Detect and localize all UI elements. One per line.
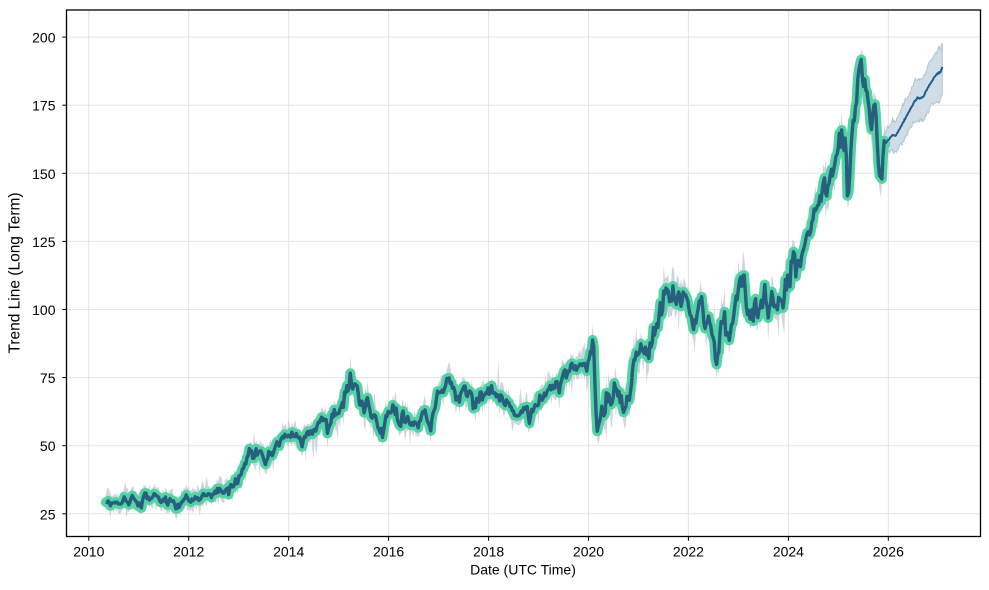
svg-text:150: 150 xyxy=(32,166,56,182)
svg-text:75: 75 xyxy=(40,370,56,386)
svg-text:Date (UTC Time): Date (UTC Time) xyxy=(470,562,576,578)
svg-text:2014: 2014 xyxy=(273,544,304,560)
svg-text:2022: 2022 xyxy=(673,544,704,560)
svg-text:2024: 2024 xyxy=(773,544,804,560)
svg-text:2012: 2012 xyxy=(173,544,204,560)
svg-text:2026: 2026 xyxy=(873,544,904,560)
svg-text:2010: 2010 xyxy=(73,544,104,560)
svg-text:125: 125 xyxy=(32,234,56,250)
svg-text:25: 25 xyxy=(40,506,56,522)
svg-text:50: 50 xyxy=(40,438,56,454)
svg-text:100: 100 xyxy=(32,302,56,318)
svg-text:2020: 2020 xyxy=(573,544,604,560)
svg-text:2016: 2016 xyxy=(373,544,404,560)
svg-text:200: 200 xyxy=(32,30,56,46)
svg-text:175: 175 xyxy=(32,98,56,114)
svg-text:2018: 2018 xyxy=(473,544,504,560)
svg-text:Trend Line (Long Term): Trend Line (Long Term) xyxy=(7,192,24,353)
